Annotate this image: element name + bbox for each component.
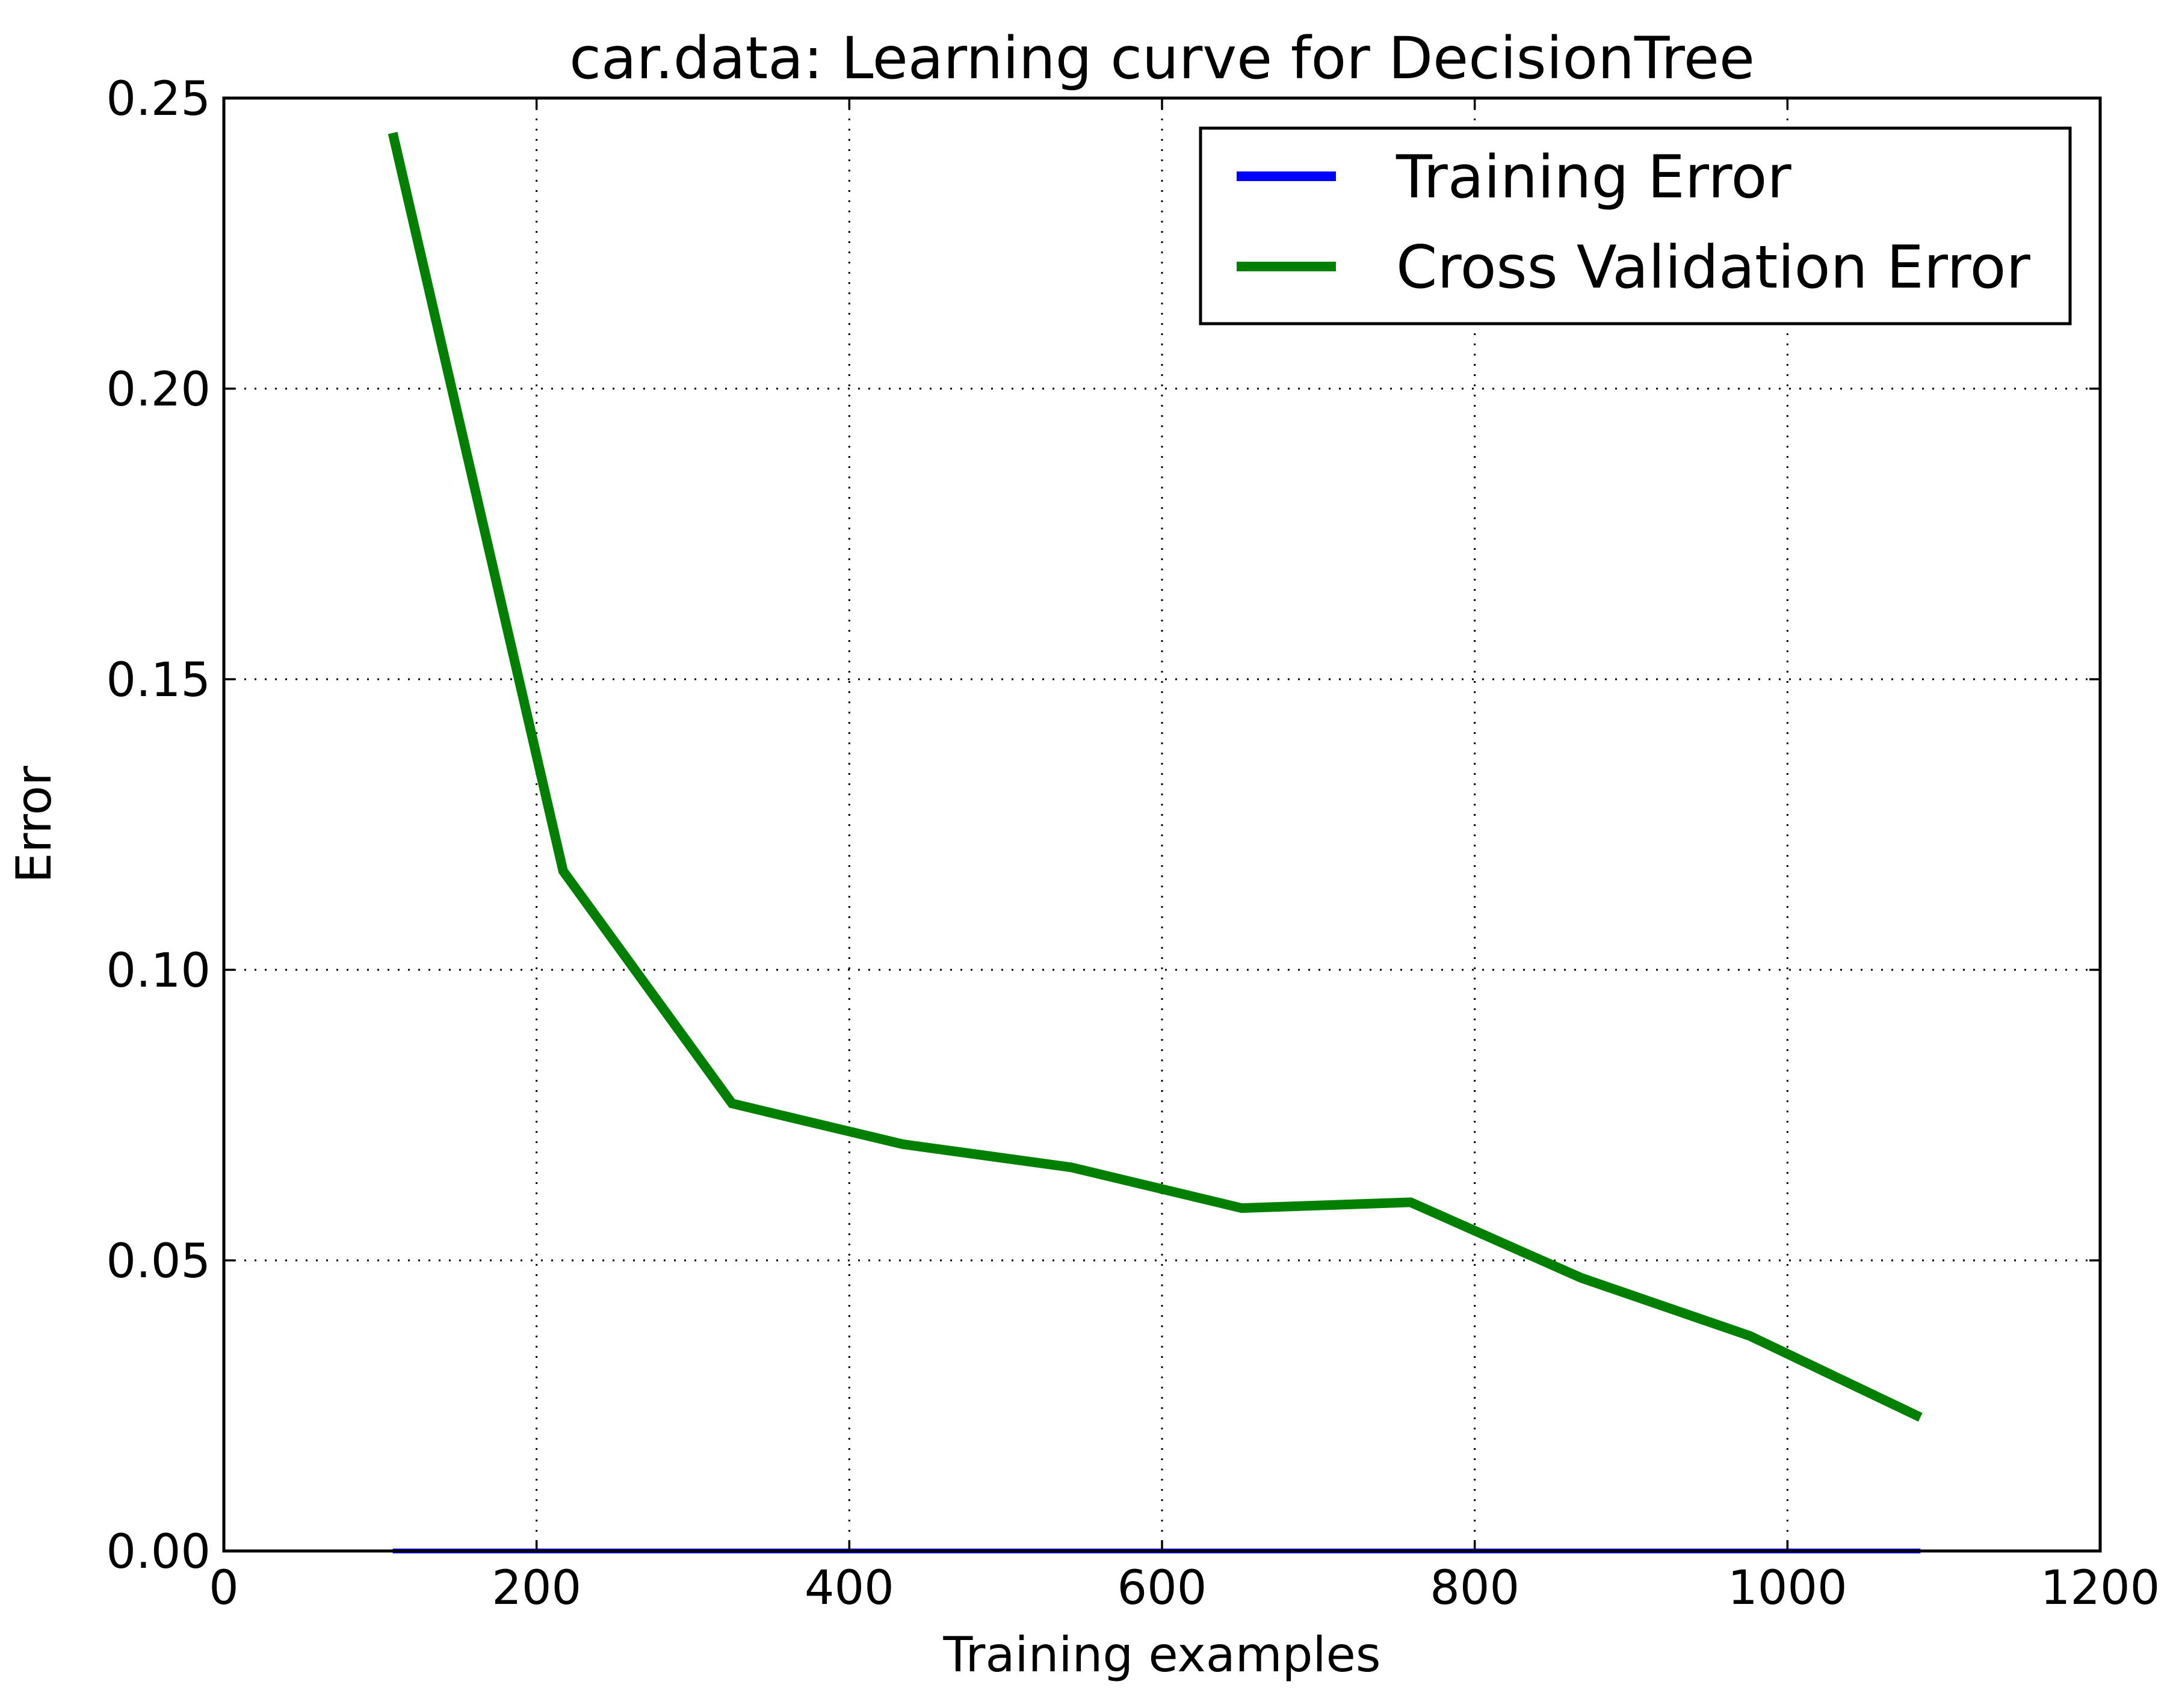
x-tick-label: 200	[492, 1561, 581, 1615]
grid-lines	[224, 98, 2100, 1551]
legend-label-cross-validation-error: Cross Validation Error	[1396, 233, 2030, 302]
x-tick-label: 1000	[1728, 1561, 1847, 1615]
x-tick-label: 600	[1117, 1561, 1207, 1615]
y-tick-label: 0.05	[106, 1235, 211, 1289]
data-series	[388, 132, 1923, 1553]
legend-label-training-error: Training Error	[1396, 143, 1791, 212]
chart-title: car.data: Learning curve for DecisionTre…	[569, 25, 1755, 92]
x-tick-label: 400	[805, 1561, 894, 1615]
x-tick-label: 1200	[2041, 1561, 2160, 1615]
legend-box	[1199, 126, 2072, 325]
y-tick-label: 0.20	[106, 363, 211, 417]
y-tick-label: 0.10	[106, 944, 211, 998]
y-tick-label: 0.15	[106, 653, 211, 708]
y-tick-label: 0.25	[106, 72, 211, 126]
series-line-cross-validation-error	[388, 132, 1923, 1422]
y-tick-label: 0.00	[106, 1525, 211, 1579]
y-axis-label: Error	[6, 766, 62, 883]
axis-ticks: 0 200 400 600 800 1000 1200 0.00 0.05 0.10 0.15 0.2…	[106, 72, 2160, 1615]
x-tick-label: 800	[1430, 1561, 1519, 1615]
legend: Training Error Cross Validation Error	[1199, 126, 2072, 325]
x-tick-label: 0	[209, 1561, 239, 1615]
x-axis-label: Training examples	[942, 1627, 1380, 1683]
